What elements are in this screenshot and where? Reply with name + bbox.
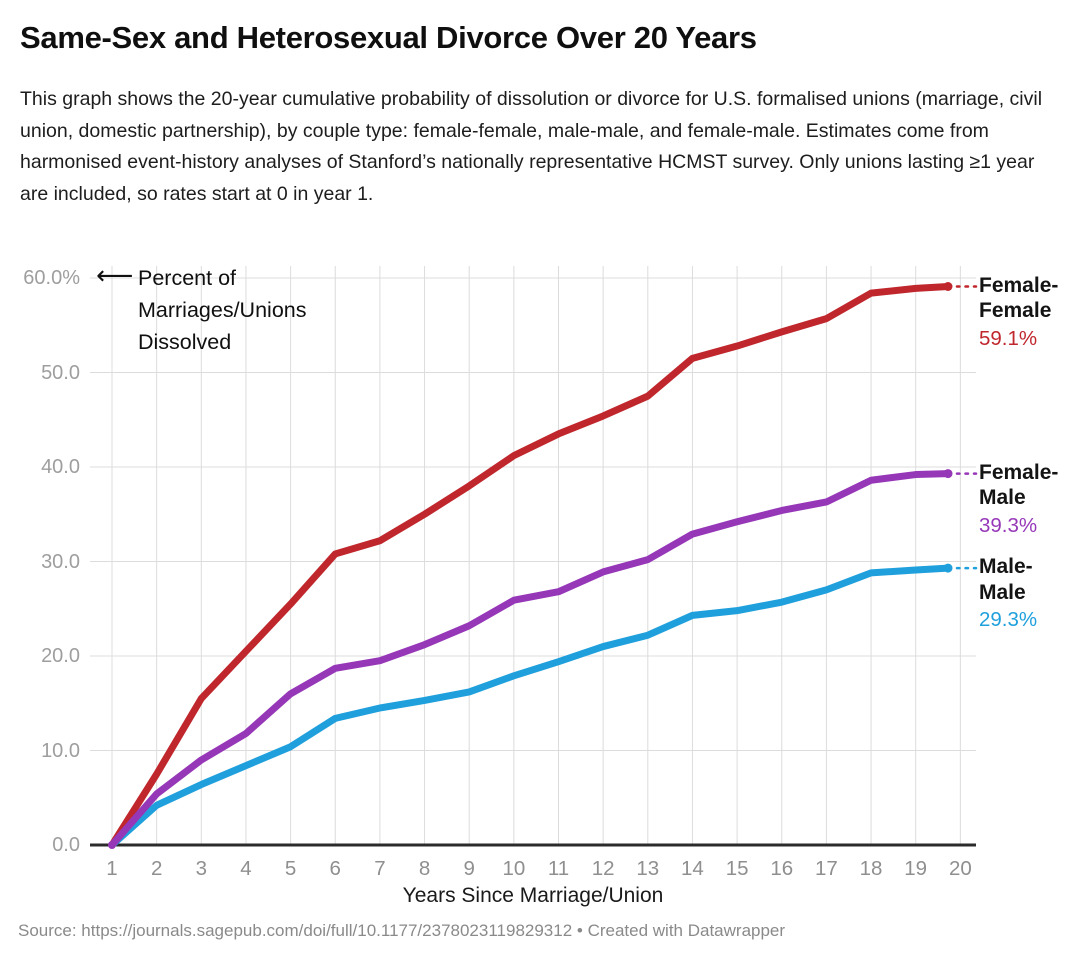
series-label-male-male: Male-Male 29.3% [979,554,1077,632]
chart-title: Same-Sex and Heterosexual Divorce Over 2… [20,20,757,55]
series-name: Female-Female [979,273,1059,323]
x-tick-label: 15 [725,857,749,880]
y-axis-annotation-text: Percent of Marriages/Unions Dissolved [138,266,307,354]
y-tick-label: 30.0 [41,550,80,573]
series-name: Female-Male [979,460,1059,510]
x-tick-label: 14 [681,857,704,880]
x-tick-label: 6 [329,857,341,880]
x-axis-title: Years Since Marriage/Union [402,884,664,907]
x-tick-label: 16 [770,857,794,880]
x-tick-label: 9 [463,857,475,880]
y-tick-label: 20.0 [41,645,80,667]
x-tick-label: 11 [547,857,570,880]
x-tick-label: 20 [948,857,972,880]
y-axis-annotation: ⟵ Percent of Marriages/Unions Dissolved [96,260,376,358]
series-value: 59.1% [979,326,1038,350]
x-tick-label: 12 [591,857,615,880]
series-label-female-female: Female-Female 59.1% [979,273,1077,351]
x-tick-label: 18 [859,857,883,880]
y-tick-label: 50.0 [41,361,80,384]
x-tick-label: 4 [240,857,252,880]
x-tick-label: 1 [106,857,118,880]
x-tick-label: 5 [284,857,297,880]
x-tick-label: 17 [814,857,838,880]
y-tick-label: 40.0 [41,456,80,478]
y-tick-label: 10.0 [41,739,80,762]
series-name: Male-Male [979,555,1033,604]
y-tick-label: 60.0% [23,267,80,289]
x-tick-label: 13 [636,857,660,880]
x-tick-label: 7 [374,857,386,880]
x-tick-label: 3 [195,857,207,880]
x-tick-label: 8 [418,857,431,880]
series-value: 39.3% [979,513,1038,537]
source-line: Source: https://journals.sagepub.com/doi… [18,921,786,940]
x-tick-label: 19 [904,857,928,880]
x-tick-label: 10 [502,857,526,880]
chart-description: This graph shows the 20-year cumulative … [20,88,1043,205]
y-tick-label: 0.0 [52,834,80,856]
series-label-female-male: Female-Male 39.3% [979,460,1077,538]
left-arrow-icon: ⟵ [96,260,134,290]
series-value: 29.3% [979,608,1038,632]
x-tick-label: 2 [150,857,163,880]
